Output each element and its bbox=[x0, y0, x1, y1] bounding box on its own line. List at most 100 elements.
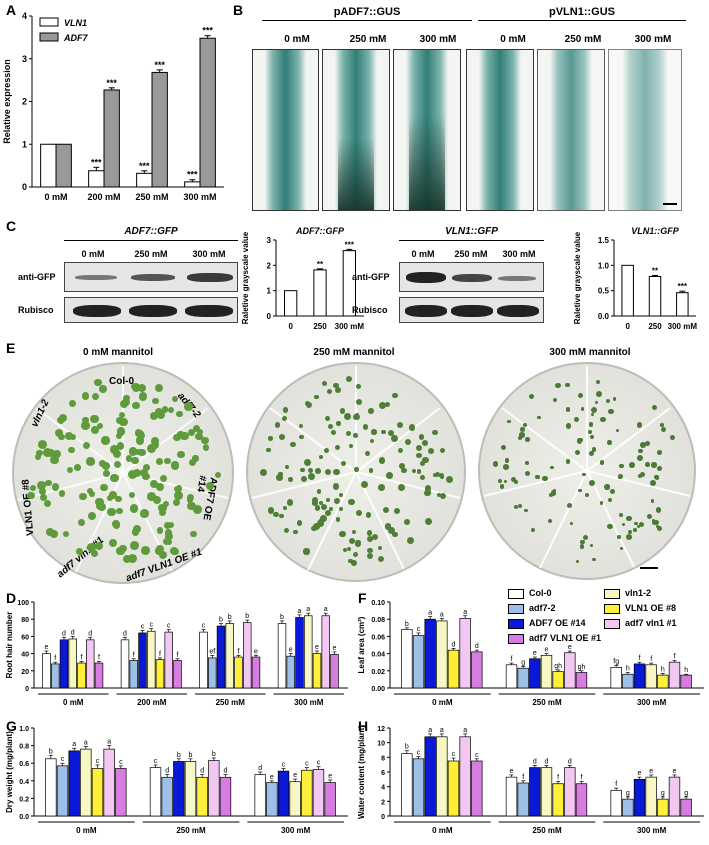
seedling bbox=[288, 477, 294, 482]
seedling bbox=[619, 546, 624, 551]
bar bbox=[251, 656, 261, 689]
seedling bbox=[587, 429, 592, 434]
seedling bbox=[156, 458, 163, 465]
seedling bbox=[311, 525, 318, 532]
seedling bbox=[432, 472, 437, 478]
significance-letter: c bbox=[96, 758, 100, 765]
significance-letter: ef bbox=[209, 648, 215, 655]
significance-letter: d bbox=[258, 765, 262, 772]
micrograph bbox=[466, 49, 534, 211]
seedling bbox=[366, 535, 374, 543]
seedling bbox=[339, 408, 346, 414]
seedling bbox=[323, 447, 329, 453]
seedling bbox=[285, 465, 290, 470]
y-tick-label: 0 bbox=[381, 814, 385, 821]
seedling bbox=[301, 476, 307, 482]
seedling bbox=[138, 448, 147, 457]
seedling bbox=[81, 392, 90, 400]
significance-letter: b bbox=[212, 751, 216, 758]
seedling bbox=[657, 450, 662, 455]
y-tick-label: 2 bbox=[381, 799, 385, 806]
seedling bbox=[647, 514, 653, 520]
seedling bbox=[66, 466, 73, 473]
legend: Col-0 vln1-2 adf7-2 VLN1 OE #8 ADF7 OE #14 ad… bbox=[508, 588, 708, 652]
seedling bbox=[525, 460, 529, 465]
significance-letter: g bbox=[626, 790, 630, 797]
seedling bbox=[70, 433, 77, 441]
seedling bbox=[170, 547, 179, 556]
seedling bbox=[510, 477, 516, 483]
bar bbox=[149, 767, 162, 817]
seedling bbox=[113, 461, 121, 469]
seedling bbox=[343, 412, 351, 420]
significance-letter: g bbox=[661, 790, 665, 797]
seedling bbox=[299, 434, 304, 439]
seedling bbox=[75, 548, 83, 556]
seedling bbox=[276, 474, 284, 481]
seedling bbox=[152, 397, 159, 405]
seedling bbox=[377, 555, 385, 563]
blot-image bbox=[399, 297, 544, 323]
seedling bbox=[498, 478, 503, 483]
seedling bbox=[129, 504, 139, 513]
bar bbox=[243, 622, 252, 689]
seedling bbox=[579, 543, 585, 549]
seedling bbox=[407, 536, 415, 544]
seedling bbox=[188, 428, 196, 436]
seedling bbox=[524, 470, 531, 476]
legend-label: ADF7 OE #14 bbox=[529, 618, 586, 628]
seedling bbox=[128, 447, 138, 457]
seedling bbox=[386, 471, 394, 479]
blot-image bbox=[64, 297, 238, 323]
significance-mark: *** bbox=[106, 78, 117, 88]
seedling bbox=[267, 507, 274, 514]
seedling bbox=[588, 422, 593, 427]
y-tick-label: 1.0 bbox=[19, 726, 29, 733]
significance-letter: c bbox=[154, 758, 158, 765]
significance-letter: e bbox=[45, 644, 49, 651]
seedling bbox=[176, 410, 183, 417]
significance-letter: c bbox=[141, 623, 145, 630]
seedling bbox=[603, 484, 610, 491]
plate-label: 0 mM mannitol bbox=[82, 347, 153, 358]
significance-letter: f bbox=[238, 648, 240, 655]
seedling bbox=[88, 491, 96, 498]
x-tick-label: 250 bbox=[313, 322, 327, 331]
x-tick-label: 0 mM bbox=[44, 192, 67, 202]
seedling bbox=[636, 524, 640, 528]
seedling bbox=[607, 523, 613, 530]
seedling bbox=[655, 507, 661, 513]
bar bbox=[471, 760, 483, 817]
seedling bbox=[131, 528, 140, 536]
seedling bbox=[378, 483, 385, 491]
seedling bbox=[79, 492, 87, 501]
seedling bbox=[279, 513, 285, 519]
seedling bbox=[637, 473, 642, 478]
bar bbox=[657, 674, 669, 689]
panel-label-d: D bbox=[6, 590, 17, 606]
seedling bbox=[439, 492, 446, 500]
seedling bbox=[153, 495, 162, 504]
seedling bbox=[69, 400, 77, 408]
bar bbox=[648, 275, 662, 317]
seedling bbox=[116, 507, 123, 515]
seedling bbox=[132, 401, 140, 410]
seedling bbox=[259, 469, 267, 476]
significance-letter: c bbox=[119, 759, 123, 766]
seedling bbox=[91, 426, 100, 435]
seedling bbox=[365, 451, 371, 457]
bar bbox=[115, 768, 127, 817]
x-tick-label: 0 mM bbox=[76, 826, 97, 835]
seedling bbox=[338, 506, 343, 511]
seedling bbox=[132, 468, 142, 478]
seedling bbox=[57, 417, 64, 424]
bar bbox=[401, 629, 413, 689]
significance-mark: ** bbox=[317, 260, 324, 269]
seedling bbox=[127, 554, 137, 563]
significance-letter: gh bbox=[554, 663, 562, 670]
bar bbox=[199, 37, 216, 188]
seedling bbox=[566, 459, 571, 464]
seedling bbox=[195, 432, 203, 441]
seedling bbox=[327, 389, 333, 395]
